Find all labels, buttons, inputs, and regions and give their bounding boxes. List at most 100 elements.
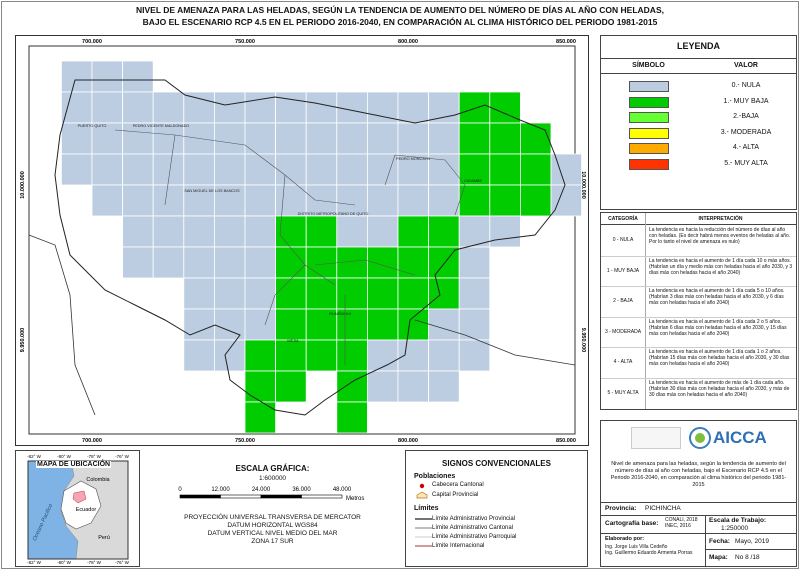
legend-label: 5.- MUY ALTA xyxy=(724,159,768,167)
place-label: MEJIA xyxy=(287,339,299,343)
scale-bar-group: 0 12.000 24.000 36.000 48.000 Metros xyxy=(178,487,364,502)
grid-cell xyxy=(336,122,368,155)
legend-title: LEYENDA xyxy=(676,41,720,51)
lon-label: -80° W xyxy=(57,560,72,565)
lon-label: -76° W xyxy=(115,560,130,565)
legend-panel: LEYENDA SÍMBOLO VALOR 0.- NULA 1.- MUY BA… xyxy=(600,35,797,210)
aicca-icon xyxy=(689,427,711,449)
table-header: INTERPRETACIÓN xyxy=(698,216,743,222)
projection-line: DATUM HORIZONTAL WGS84 xyxy=(227,522,318,529)
grid-cell xyxy=(366,215,399,248)
grid-cell xyxy=(366,153,399,186)
location-panel: -82° W -82° W -80° W -80° W -78° W -78° W -76°… xyxy=(15,450,140,567)
cabecera-symbol xyxy=(419,483,425,489)
province-label: Provincia: xyxy=(605,505,637,512)
grid-cell xyxy=(213,153,246,186)
grid-cell xyxy=(183,339,215,372)
author: Ing. Guillermo Eduardo Armenta Porras xyxy=(605,550,693,556)
date-label: Fecha: xyxy=(709,538,730,545)
grid-cell xyxy=(397,122,430,155)
grid-cell xyxy=(305,91,338,124)
divider xyxy=(601,502,796,503)
row-divider xyxy=(601,316,796,318)
grid-cell xyxy=(183,153,215,186)
grid-cell xyxy=(152,215,185,248)
author-label: Elaborado por: xyxy=(605,536,645,542)
legend-label: 3.- MODERADA xyxy=(720,128,772,136)
grid-cell xyxy=(213,308,246,341)
grid-cell xyxy=(458,277,491,310)
x-coord-label: 750.000 xyxy=(235,438,255,444)
grid-cell xyxy=(550,184,583,217)
table-category: 1 - MUY BAJA xyxy=(606,267,640,274)
grid-cell xyxy=(61,153,93,186)
divider xyxy=(601,533,796,534)
legend-header: VALOR xyxy=(734,62,758,69)
grid-cell xyxy=(275,246,307,279)
grid-cell xyxy=(275,91,307,124)
grid-cell xyxy=(397,184,430,217)
scale-segment xyxy=(220,494,262,499)
grid-cell xyxy=(336,153,368,186)
lon-label: -82° W xyxy=(27,454,42,459)
grid-cell xyxy=(336,401,368,434)
legend-label: 0.- NULA xyxy=(731,82,761,89)
grid-cell xyxy=(152,184,185,217)
x-coord-label: 850.000 xyxy=(556,39,576,45)
legend-swatch xyxy=(629,112,669,123)
title-line: BAJO EL ESCENARIO RCP 4.5 EN EL PERIODO … xyxy=(142,17,658,27)
grid-cell xyxy=(397,339,430,372)
projection-line: PROYECCIÓN UNIVERSAL TRANSVERSA DE MERCA… xyxy=(184,514,361,521)
grid-cell xyxy=(428,246,460,279)
province-boundary xyxy=(54,79,566,416)
grid-cell xyxy=(489,215,521,248)
scale-title: ESCALA GRÁFICA: xyxy=(235,464,310,473)
grid-cell xyxy=(213,91,246,124)
grid-cell xyxy=(244,184,277,217)
scale-unit: Metros xyxy=(346,496,364,502)
grid-cell xyxy=(366,91,399,124)
ministry-logo xyxy=(631,427,681,449)
y-coord-label: 9.950.000 xyxy=(580,328,586,352)
date: Mayo, 2019 xyxy=(735,538,769,545)
grid-cell xyxy=(244,339,277,372)
external-boundary xyxy=(28,234,576,416)
table-interpretation: La tendencia es hacia el aumento de 1 dí… xyxy=(649,257,793,276)
table-interpretation: La tendencia es hacia el aumento de 1 dí… xyxy=(649,288,785,306)
grid-cell xyxy=(458,122,491,155)
grid-cell xyxy=(183,215,215,248)
x-coord-label: 800.000 xyxy=(398,438,418,444)
grid-cell xyxy=(275,339,307,372)
grid-cell xyxy=(213,215,246,248)
grid-cell xyxy=(244,122,277,155)
grid-cell xyxy=(489,184,521,217)
place-label: PEDRO VICENTE MALDONADO xyxy=(133,124,190,128)
interpretation-table: CATEGORÍA INTERPRETACIÓN 0 - NULA La tend… xyxy=(600,212,797,410)
grid-cell xyxy=(458,153,491,186)
place-label: PEDRO MONCAYO xyxy=(396,157,430,161)
signs-subtitle: Poblaciones xyxy=(414,473,456,480)
grid-cell xyxy=(122,91,154,124)
lon-label: -82° W xyxy=(27,560,42,565)
table-interpretation: La tendencia es hacia el aumento de 1 dí… xyxy=(649,318,787,337)
table-interpretation: La tendencia es hacia la reducción del n… xyxy=(649,227,791,245)
row-divider xyxy=(601,255,796,257)
base-item: INEC, 2016 xyxy=(665,523,691,529)
grid-cell xyxy=(183,308,215,341)
grid-cell xyxy=(458,308,491,341)
divider xyxy=(601,515,796,516)
table-interpretation: La tendencia es hacia el aumento de más … xyxy=(649,379,790,398)
grid-cell xyxy=(366,370,399,403)
table-header-row xyxy=(601,213,796,225)
grid-cell xyxy=(122,246,154,279)
row-divider xyxy=(601,286,796,287)
info-panel: AICCA Nivel de amenaza para las heladas,… xyxy=(600,420,797,567)
grid-cell xyxy=(489,153,521,186)
grid-cell xyxy=(428,91,460,124)
grid-cell xyxy=(275,308,307,341)
x-coord-label: 700.000 xyxy=(82,39,102,45)
legend-swatch xyxy=(629,143,669,154)
y-coord-label: 10.000.000 xyxy=(580,171,586,199)
grid-cell xyxy=(489,122,521,155)
